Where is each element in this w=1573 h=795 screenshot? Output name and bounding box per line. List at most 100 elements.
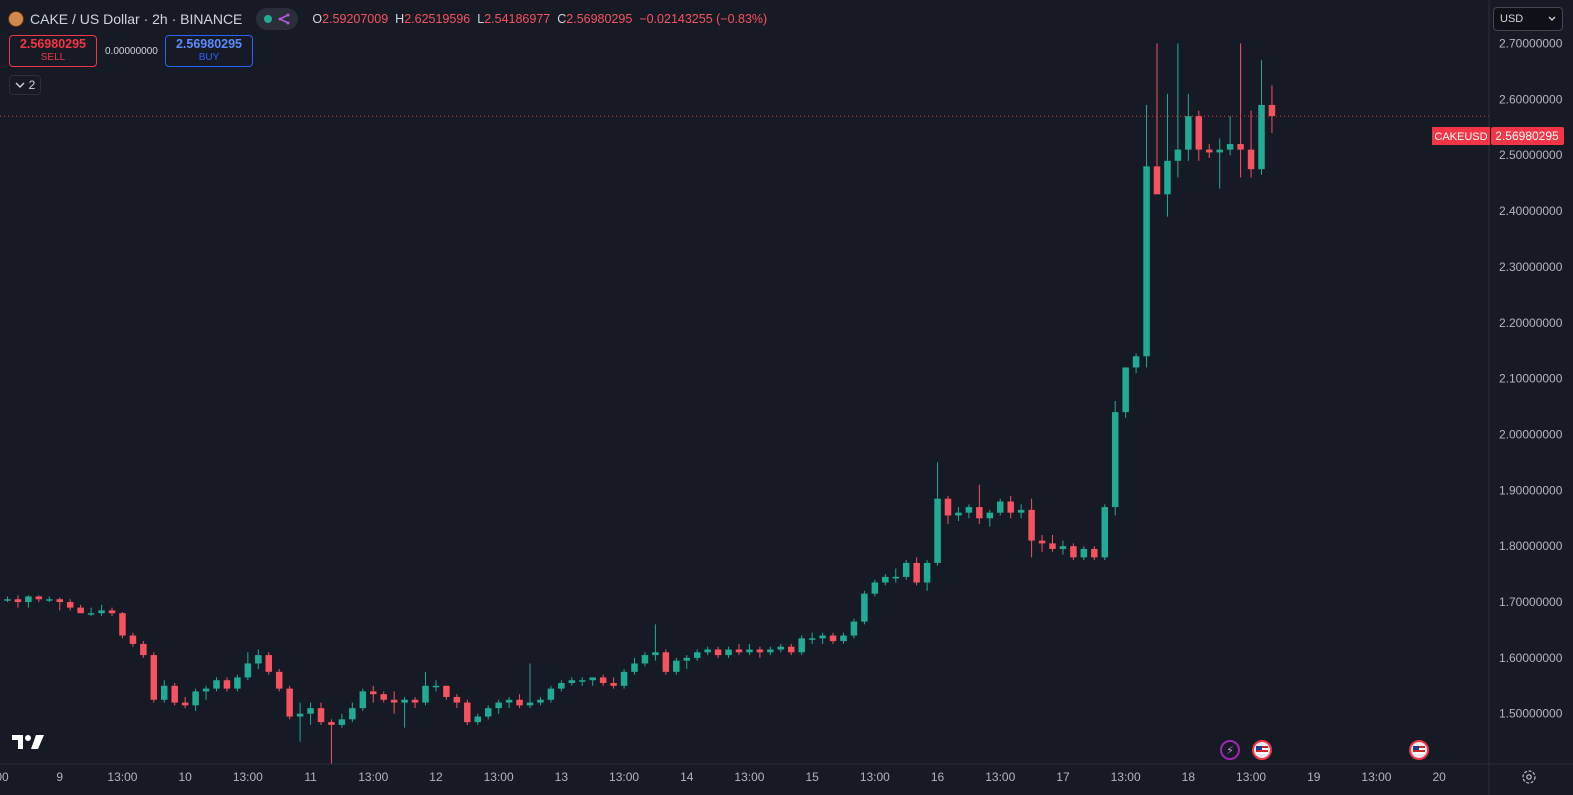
- candle-body: [1258, 104, 1265, 170]
- candle: [756, 646, 764, 658]
- candle-body: [338, 719, 346, 725]
- candle-body: [390, 699, 398, 703]
- candle-body: [1216, 149, 1223, 153]
- candle-body: [725, 649, 732, 656]
- candle: [652, 624, 659, 661]
- indicators-toggle-button[interactable]: 2: [9, 75, 41, 95]
- candle: [955, 507, 962, 522]
- candle-body: [547, 688, 555, 700]
- candle-body: [819, 635, 826, 639]
- candle-body: [161, 685, 168, 700]
- candle: [610, 677, 617, 689]
- candle: [892, 568, 899, 583]
- us-flag-event-icon[interactable]: [1409, 740, 1429, 760]
- candle-body: [1132, 356, 1140, 368]
- us-flag-event-icon[interactable]: [1252, 740, 1272, 760]
- candle-body: [328, 722, 335, 725]
- candle: [192, 688, 199, 711]
- candle: [547, 685, 555, 703]
- candle-body: [1153, 166, 1161, 195]
- candle-body: [432, 685, 440, 688]
- candle-body: [317, 708, 325, 723]
- x-tick-label: 19: [1307, 770, 1321, 784]
- x-tick-label: 13:00: [484, 770, 514, 784]
- x-tick-label: 10: [178, 770, 192, 784]
- candle-body: [1206, 149, 1213, 153]
- candle-body: [516, 699, 523, 706]
- buy-button[interactable]: 2.56980295 BUY: [165, 35, 253, 67]
- x-tick-label: 13:00: [609, 770, 639, 784]
- symbol-tag-label: CAKEUSD: [1434, 131, 1487, 143]
- candle: [317, 702, 325, 725]
- candle-body: [46, 599, 53, 601]
- candle: [119, 612, 126, 639]
- candle-body: [568, 680, 576, 684]
- last-price-tag-label: 2.56980295: [1495, 129, 1559, 143]
- x-tick-label: 13:00: [233, 770, 263, 784]
- candle-body: [840, 635, 847, 642]
- sell-button[interactable]: 2.56980295 SELL: [9, 35, 97, 67]
- candle: [965, 504, 973, 519]
- lightning-event-icon[interactable]: ⚡: [1220, 740, 1240, 760]
- candle: [934, 462, 941, 566]
- candle: [1049, 535, 1056, 552]
- candle-body: [662, 652, 670, 672]
- symbol-title[interactable]: CAKE / US Dollar · 2h · BINANCE: [30, 11, 243, 27]
- candle-body: [767, 649, 774, 653]
- candle: [997, 498, 1004, 516]
- cake-coin-icon: [8, 11, 24, 27]
- candle-body: [181, 702, 189, 706]
- x-axis[interactable]: 3:00 9 13:00 10 13:00 11 13:00 12 13:00 13 13:00 14…: [0, 770, 1446, 784]
- symbol-tag-bg: [1432, 127, 1490, 145]
- candle: [599, 674, 607, 686]
- candle-body: [1080, 548, 1088, 558]
- candle: [1007, 495, 1014, 519]
- candle: [913, 557, 920, 586]
- candle: [108, 607, 116, 616]
- candle: [923, 560, 931, 591]
- candle: [464, 699, 471, 725]
- tradingview-logo-icon[interactable]: [12, 733, 44, 751]
- candle-body: [140, 643, 147, 656]
- candle: [725, 646, 732, 658]
- candle-body: [777, 646, 785, 650]
- candle-body: [673, 660, 680, 672]
- y-tick-label: 1.80000000: [1499, 539, 1563, 553]
- candle-body: [944, 498, 952, 516]
- x-tick-label: 16: [931, 770, 945, 784]
- candle: [1080, 546, 1088, 561]
- candle: [401, 696, 408, 728]
- candle-body: [913, 562, 920, 583]
- candle: [850, 618, 858, 639]
- candle: [1164, 93, 1171, 217]
- candle: [380, 691, 387, 703]
- candle: [568, 677, 576, 686]
- y-tick-label: 2.50000000: [1499, 148, 1563, 162]
- settings-gear-icon[interactable]: [1520, 768, 1538, 786]
- candle: [150, 652, 158, 703]
- candle: [662, 649, 670, 675]
- candle-body: [244, 663, 252, 678]
- candle-body: [171, 685, 178, 703]
- y-tick-label: 2.20000000: [1499, 316, 1563, 330]
- buy-label: BUY: [198, 52, 220, 63]
- candle-body: [850, 621, 858, 636]
- candle: [1185, 93, 1192, 161]
- candle-body: [464, 702, 471, 723]
- candle-body: [1070, 546, 1077, 558]
- candle: [1122, 367, 1129, 418]
- candle-body: [997, 501, 1004, 513]
- candle-body: [119, 613, 126, 636]
- ohlc-values: O2.59207009 H2.62519596 L2.54186977 C2.5…: [312, 12, 767, 26]
- x-tick-label: 15: [805, 770, 819, 784]
- candle: [589, 677, 596, 686]
- market-status-pill[interactable]: [256, 8, 299, 30]
- candle: [1070, 543, 1077, 561]
- candle-body: [286, 688, 293, 717]
- currency-select[interactable]: USD: [1493, 7, 1563, 31]
- candle-body: [1122, 367, 1129, 413]
- candle: [77, 604, 84, 614]
- y-axis[interactable]: 2.70000000 2.60000000 2.50000000 2.40000000…: [1499, 37, 1563, 721]
- candle-body: [505, 699, 513, 703]
